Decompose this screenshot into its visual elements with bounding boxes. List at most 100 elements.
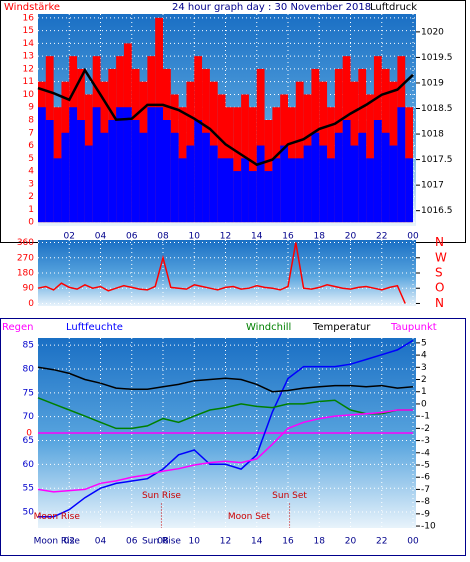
y-tick-label: 80 — [23, 364, 35, 374]
y-tick-label: 270 — [17, 253, 34, 263]
x-tick-label: 02 — [64, 232, 75, 242]
y2-tick-label: -3 — [421, 436, 430, 446]
bar — [405, 158, 413, 223]
y-tick-label: 65 — [23, 436, 34, 446]
line — [37, 397, 413, 430]
annotation: Sun Rise — [142, 491, 181, 501]
bar — [131, 120, 140, 223]
x-tick-label: 14 — [251, 232, 263, 242]
y2-tick-label: 1019.5 — [421, 53, 453, 63]
y-tick-label: 16 — [23, 13, 35, 23]
y-tick-label: 15 — [23, 26, 34, 36]
line — [37, 242, 406, 304]
annotation: Moon Rise — [34, 512, 81, 522]
bar — [123, 107, 132, 223]
y2-tick-label: -10 — [421, 522, 436, 532]
y-tick-label: 360 — [17, 238, 34, 248]
bar — [77, 120, 85, 223]
bar — [264, 171, 273, 223]
legend-entry: Luftdruck — [370, 2, 417, 13]
bar — [170, 132, 179, 223]
y2-tick-label: 1019 — [421, 78, 444, 88]
legend-entry: Temperatur — [312, 322, 371, 333]
bar — [45, 120, 54, 223]
bar — [366, 158, 374, 223]
x-tick-label: 04 — [95, 537, 107, 547]
bar — [381, 132, 390, 223]
bottom-label: Moon Rise — [34, 537, 81, 547]
annotation: Sun Set — [272, 491, 307, 501]
bar — [272, 158, 281, 223]
bar — [69, 107, 78, 223]
y2-tick-label: 4 — [421, 351, 427, 361]
bar — [319, 145, 328, 223]
bar — [84, 145, 93, 223]
legend-entry: Taupunkt — [390, 322, 437, 333]
bar — [350, 145, 359, 223]
bar — [225, 158, 234, 223]
legend-entry: Regen — [2, 322, 34, 333]
bar — [108, 120, 117, 223]
bar — [311, 132, 320, 223]
bar — [202, 132, 210, 223]
bar — [92, 107, 101, 223]
line — [37, 409, 413, 493]
x-tick-label: 12 — [220, 232, 231, 242]
y-tick-label: 1 — [28, 205, 34, 215]
y-tick-label: 6 — [28, 141, 34, 151]
y2-tick-label: 1017.5 — [421, 155, 453, 165]
y2-tick-label: -7 — [421, 485, 430, 495]
x-tick-label: 00 — [407, 232, 419, 242]
x-tick-label: 04 — [95, 232, 107, 242]
y-tick-label: 2 — [28, 192, 34, 202]
legend-entry: Luftfeuchte — [66, 322, 123, 333]
y-tick-label: 60 — [23, 460, 35, 470]
y-label: Windstärke — [4, 2, 60, 13]
bar — [163, 120, 171, 223]
y2-tick-label: -9 — [421, 509, 430, 519]
y-tick-label: 85 — [23, 341, 34, 351]
bar — [327, 158, 335, 223]
bar — [155, 107, 163, 223]
x-tick-label: 20 — [345, 232, 357, 242]
y2-tick-label: 1 — [421, 387, 427, 397]
y-tick-label: 7 — [28, 128, 34, 138]
x-tick-label: 22 — [376, 232, 387, 242]
line — [38, 339, 414, 518]
bar — [295, 81, 304, 223]
x-tick-label: 08 — [157, 232, 169, 242]
x-tick-label: 16 — [282, 537, 294, 547]
bar — [147, 107, 156, 223]
line — [37, 67, 414, 167]
y2-tick-label: 1020 — [421, 27, 444, 37]
x-tick-label: 08 — [157, 537, 169, 547]
y-tick-label: 50 — [23, 508, 35, 518]
y-tick-label: 12 — [23, 64, 34, 74]
bar — [241, 158, 249, 223]
y-tick-label: 10 — [23, 90, 35, 100]
y-tick-label: 14 — [23, 39, 35, 49]
bar — [186, 145, 195, 223]
x-tick-label: 10 — [189, 537, 201, 547]
bar — [233, 107, 242, 223]
bar — [139, 132, 148, 223]
bar — [256, 145, 265, 223]
bar — [248, 107, 257, 223]
bar — [100, 132, 109, 223]
bar — [288, 158, 296, 223]
bar — [342, 120, 351, 223]
y-tick-label: 55 — [23, 484, 34, 494]
y2-tick-label: 3 — [421, 363, 427, 373]
bar — [303, 145, 312, 223]
x-tick-label: 06 — [126, 537, 138, 547]
bar — [233, 171, 242, 223]
x-tick-label: 10 — [189, 232, 201, 242]
bar — [358, 132, 367, 223]
y-tick-label: 90 — [23, 284, 35, 294]
x-tick-label: 18 — [314, 232, 326, 242]
x-tick-label: 16 — [282, 232, 294, 242]
y2-tick-label: 1018.5 — [421, 104, 453, 114]
y2-tick-label: -4 — [421, 448, 430, 458]
bar — [61, 132, 70, 223]
